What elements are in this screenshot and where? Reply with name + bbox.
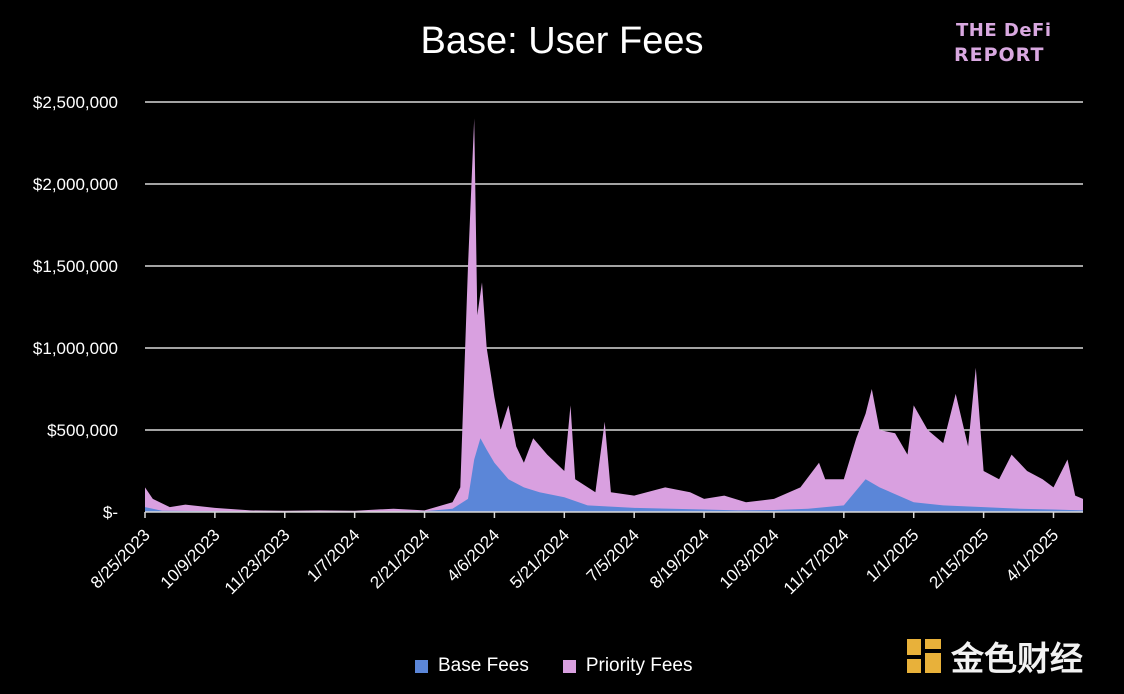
x-tick-label: 2/15/2025: [926, 525, 993, 592]
series-areas: [145, 118, 1083, 513]
legend-item-base-fees: Base Fees: [415, 655, 529, 677]
x-tick-label: 4/6/2024: [443, 525, 503, 585]
jinse-watermark: 金色财经: [905, 636, 1083, 678]
gridlines: [145, 101, 1083, 431]
legend-label-base-fees: Base Fees: [438, 655, 529, 676]
legend: Base Fees Priority Fees: [415, 655, 692, 677]
x-tick-label: 4/1/2025: [1002, 525, 1062, 585]
x-tick-label: 5/21/2024: [506, 525, 573, 592]
y-tick-label: $2,500,000: [33, 93, 118, 112]
legend-swatch-priority-fees: [562, 659, 576, 673]
x-tick-label: 1/1/2025: [862, 525, 922, 585]
y-tick-label: $1,500,000: [33, 257, 118, 276]
legend-label-priority-fees: Priority Fees: [585, 655, 693, 676]
jinse-logo-icon: [907, 639, 941, 673]
y-tick-label: $500,000: [47, 421, 118, 440]
chart-title: Base: User Fees: [420, 20, 704, 62]
x-tick-label: 1/7/2024: [303, 525, 363, 585]
watermark-text: 金色财经: [951, 639, 1083, 678]
logo-line-2: REPORT: [954, 44, 1045, 66]
x-tick-label: 10/9/2023: [157, 525, 224, 592]
x-tick-label: 10/3/2024: [716, 525, 783, 592]
defi-report-logo: THE DeFi REPORT: [952, 18, 1072, 70]
y-tick-label: $2,000,000: [33, 175, 118, 194]
x-tick-label: 8/25/2023: [87, 525, 154, 592]
y-tick-label: $1,000,000: [33, 339, 118, 358]
x-tick-label: 7/5/2024: [583, 525, 643, 585]
y-tick-label: $-: [103, 503, 118, 522]
logo-line-1: THE DeFi: [956, 20, 1052, 41]
x-tick-label: 11/17/2024: [780, 525, 853, 598]
x-tick-label: 8/19/2024: [646, 525, 713, 592]
x-tick-label: 2/21/2024: [366, 525, 433, 592]
priority-fees-area: [145, 118, 1083, 513]
x-tick-label: 11/23/2023: [221, 525, 294, 598]
y-axis-labels: $- $500,000 $1,000,000 $1,500,000 $2,000,000…: [33, 93, 118, 522]
legend-swatch-base-fees: [415, 659, 428, 673]
legend-item-priority-fees: Priority Fees: [562, 655, 693, 677]
